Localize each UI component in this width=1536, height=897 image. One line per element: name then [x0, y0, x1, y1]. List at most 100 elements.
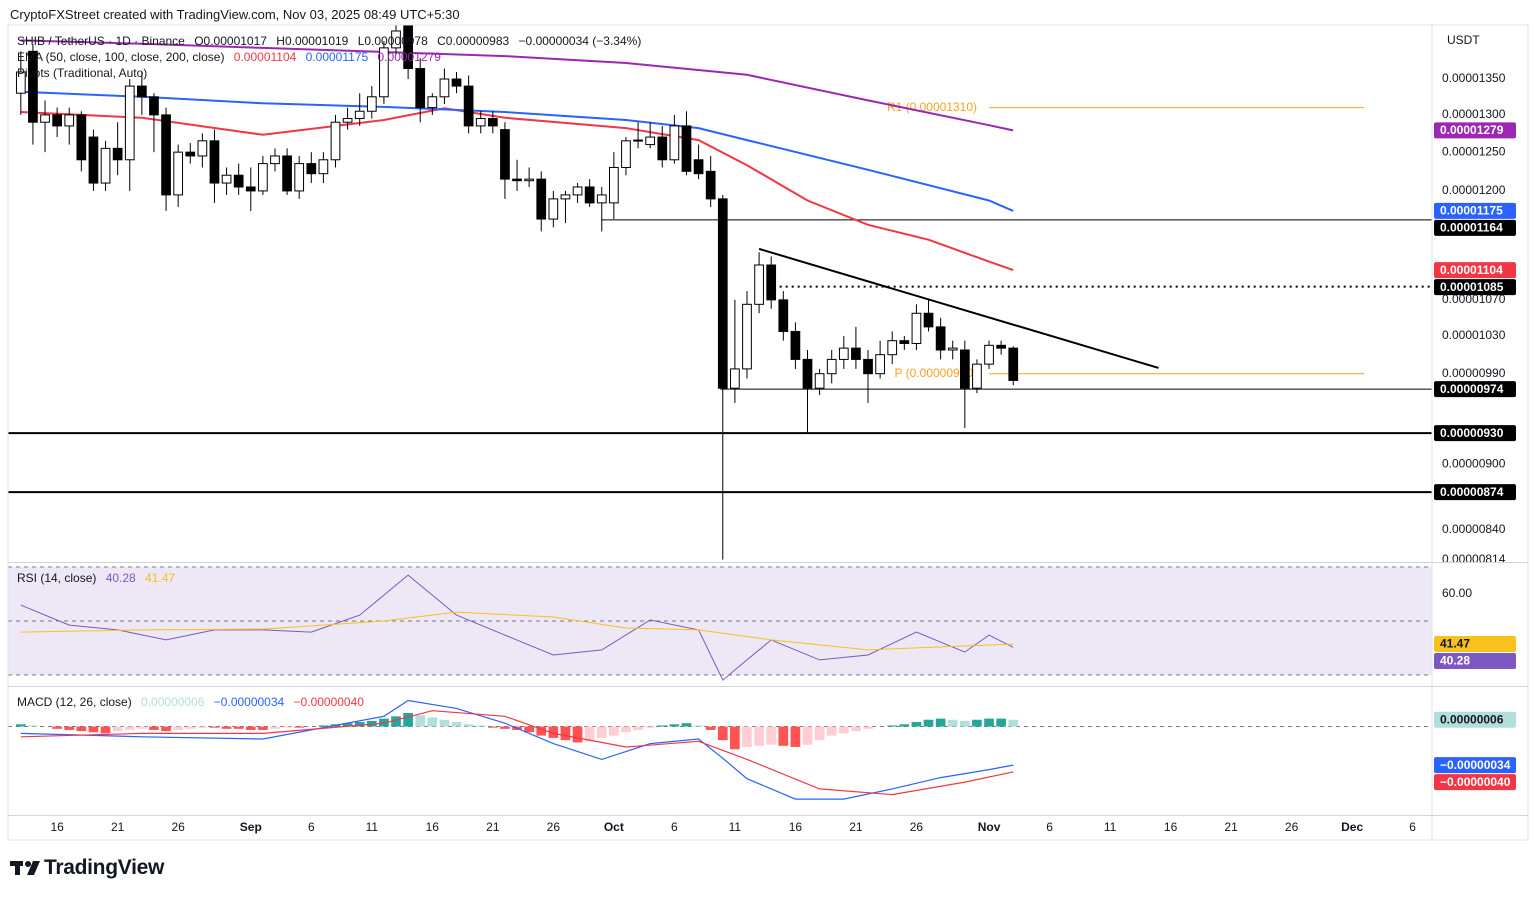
- candle-body: [572, 186, 583, 196]
- candle-body: [427, 96, 438, 109]
- logo-shape: [25, 861, 31, 867]
- candle-body: [754, 264, 764, 305]
- histogram-bar: [717, 726, 728, 741]
- price-badge: [1434, 122, 1516, 139]
- histogram-bar: [947, 719, 958, 727]
- series-line: [20, 699, 1014, 800]
- price-badge: [1434, 279, 1516, 296]
- histogram-bar: [173, 726, 184, 730]
- histogram-bar: [318, 725, 329, 727]
- series-line: [20, 611, 1014, 651]
- histogram-bar: [294, 726, 305, 728]
- price-badge: [1434, 774, 1516, 791]
- x-tick-label: 21: [486, 820, 500, 834]
- panes: R1 (0.00001310) P (0.00000990) 0.00001350 0…: [8, 25, 1516, 834]
- histogram-bar: [137, 726, 147, 729]
- histogram-bar: [887, 725, 898, 727]
- candle-body: [972, 363, 982, 389]
- candle-body: [947, 347, 958, 351]
- rsi-title: RSI (14, close): [17, 571, 97, 585]
- ohlc-open: O0.00001017: [194, 34, 267, 48]
- price-badge-label: 0.00001175: [1440, 204, 1503, 218]
- candle-body: [524, 178, 534, 182]
- histogram-bar: [64, 726, 75, 730]
- x-tick-label: 26: [547, 820, 561, 834]
- pivots-title: Pivots (Traditional, Auto): [17, 66, 148, 80]
- histogram-bar: [536, 726, 547, 736]
- candle-body: [705, 170, 716, 200]
- candle-body: [221, 174, 232, 184]
- histogram-bar: [778, 726, 789, 746]
- candle-body: [487, 118, 498, 127]
- candle-body: [766, 264, 777, 301]
- candle-body: [548, 198, 559, 220]
- candle-body: [887, 340, 898, 356]
- candle-body: [149, 96, 159, 116]
- x-tick-label: 16: [50, 820, 64, 834]
- price-badge: [1434, 653, 1516, 670]
- candle-body: [935, 326, 946, 351]
- histogram-value: 0.00000006: [141, 695, 205, 709]
- y-tick-label: 0.00000814: [1442, 552, 1506, 566]
- histogram-bar: [814, 726, 825, 741]
- x-tick-label: Nov: [978, 820, 1001, 834]
- candle-body: [209, 140, 220, 184]
- trendline: [758, 247, 1159, 369]
- candle-body: [851, 347, 861, 360]
- pane: 60.00 41.47 40.28: [8, 566, 1516, 681]
- histogram-bar: [790, 726, 801, 747]
- candle-body: [379, 47, 389, 98]
- histogram-bar: [391, 716, 401, 727]
- histogram-bar: [463, 724, 474, 727]
- x-tick-label: 16: [426, 820, 440, 834]
- plot-area: [8, 566, 1432, 681]
- x-tick-label: 6: [1409, 820, 1416, 834]
- series-line: [20, 710, 1014, 796]
- candle-body: [475, 118, 486, 127]
- x-tick-label: 21: [849, 820, 863, 834]
- histogram-bar: [681, 723, 692, 727]
- histogram-bar: [197, 726, 208, 728]
- histogram-bar: [403, 712, 413, 727]
- candle-body: [342, 118, 353, 123]
- candle-body: [403, 25, 413, 70]
- histogram-bar: [754, 726, 764, 746]
- histogram-bar: [972, 719, 982, 727]
- histogram-bar: [560, 726, 571, 741]
- price-badge: [1434, 219, 1516, 236]
- ohlc-high: H0.00001019: [276, 34, 349, 48]
- candle-body: [112, 147, 123, 161]
- y-tick-label: 0.00000900: [1442, 456, 1506, 470]
- histogram-bar: [88, 726, 99, 733]
- candle-body: [996, 344, 1007, 349]
- histogram-bar: [15, 724, 26, 727]
- candle-body: [911, 312, 922, 344]
- candle-body: [633, 139, 643, 142]
- histogram-bar: [548, 726, 559, 738]
- histogram-bar: [161, 726, 171, 732]
- series-line: [20, 39, 1014, 132]
- candle-body: [742, 303, 752, 370]
- y-tick-label: 0.00001350: [1442, 71, 1506, 85]
- x-tick-label: 21: [1224, 820, 1238, 834]
- histogram-bar: [221, 726, 232, 729]
- candle-body: [136, 85, 147, 98]
- x-tick-label: 26: [1285, 820, 1299, 834]
- series-line: [20, 90, 1014, 212]
- macd-legend: MACD (12, 26, close) 0.00000006 −0.00000…: [17, 694, 370, 710]
- histogram-bar: [984, 718, 994, 727]
- price-badge-label: −0.00000034: [1440, 758, 1511, 772]
- x-tick-label: 21: [111, 820, 125, 834]
- y-tick-label: 60.00: [1442, 586, 1472, 600]
- candle-body: [621, 140, 631, 168]
- candle-body: [584, 186, 595, 204]
- candle-body: [100, 147, 111, 184]
- x-tick-label: 11: [366, 820, 379, 834]
- histogram-bar: [124, 726, 135, 730]
- histogram-bar: [76, 726, 87, 732]
- histogram-bar: [524, 726, 534, 733]
- candle-body: [826, 358, 837, 375]
- price-badge-label: 0.00000974: [1440, 382, 1504, 396]
